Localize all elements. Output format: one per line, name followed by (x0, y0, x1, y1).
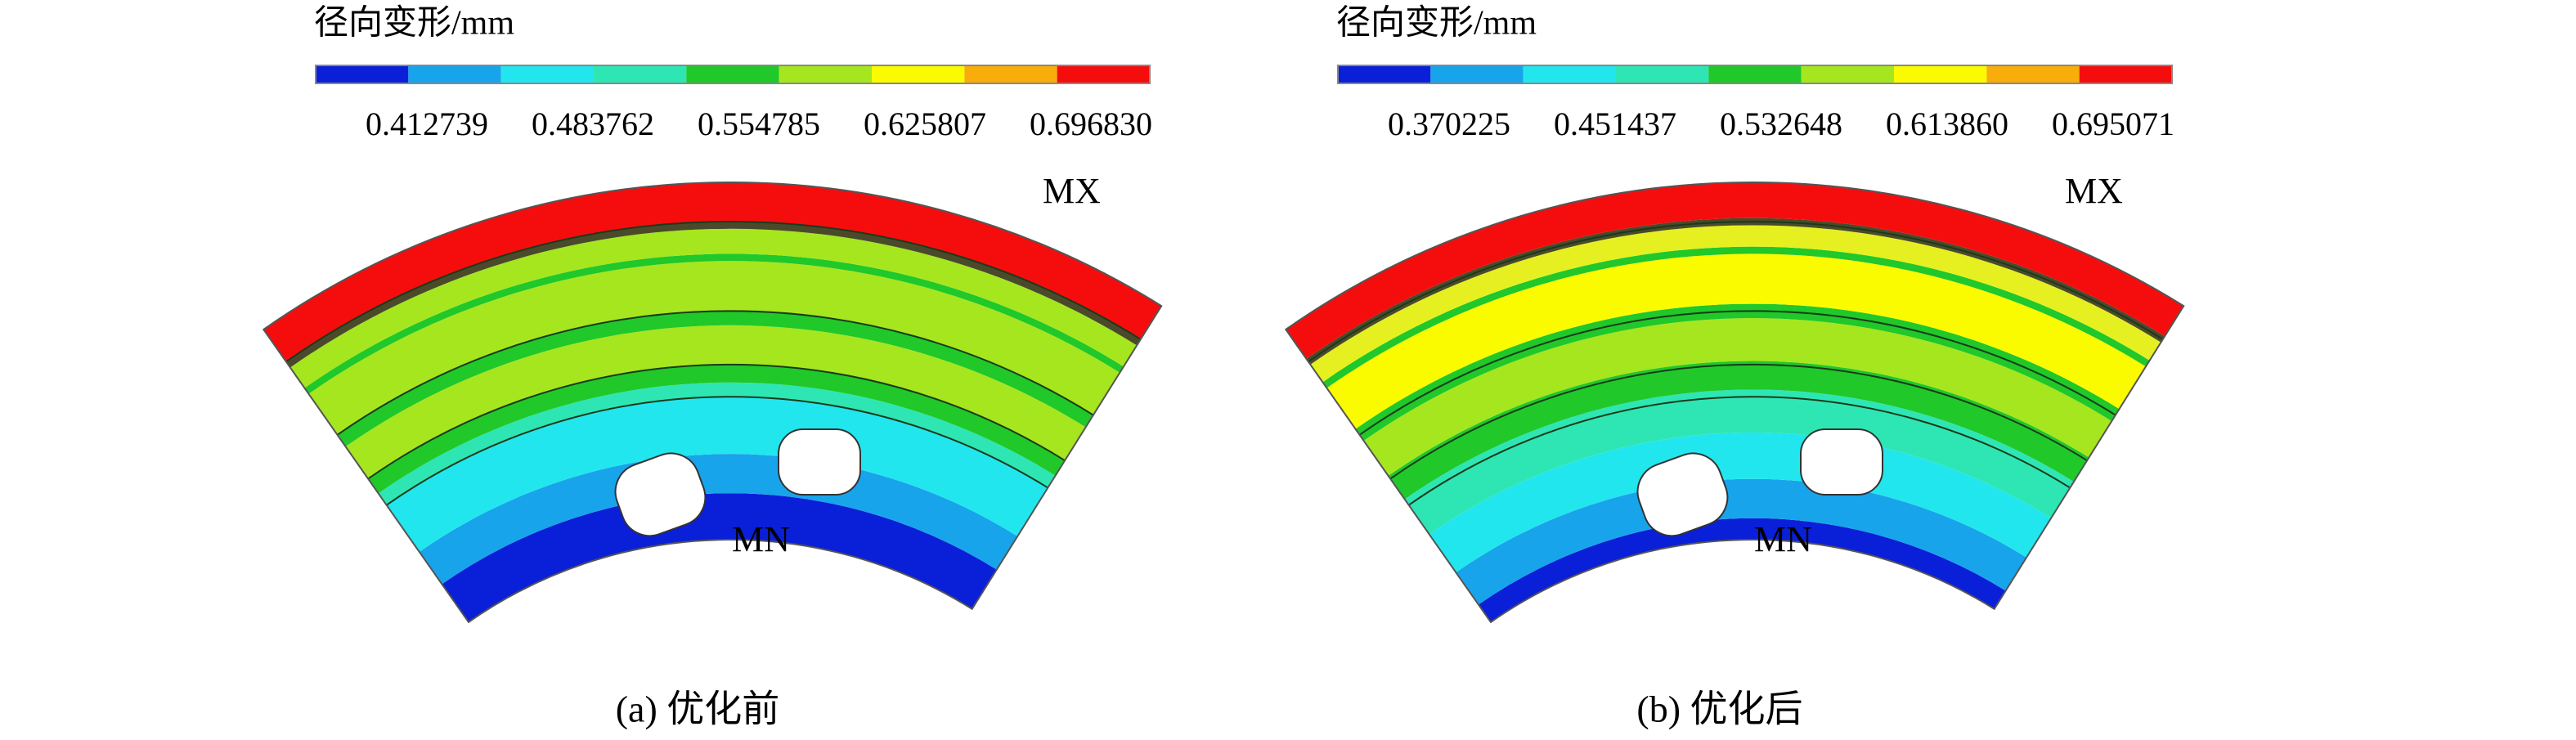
legend-title: 径向变形/mm (1336, 4, 1537, 43)
colorbar-frame (1337, 65, 2173, 84)
contour-line (1308, 221, 2164, 363)
contour-band (263, 182, 1162, 362)
caption: (a) 优化前 (616, 688, 780, 730)
legend-label: 0.625807 (864, 105, 986, 142)
colorbar-swatch (686, 65, 779, 83)
colorbar-swatch (1430, 65, 1524, 83)
contour-band (1429, 432, 2052, 573)
colorbar-swatch (779, 65, 872, 83)
panel: 径向变形/mm 0.370225 0.451437 0.532648 0.613860 0… (1284, 4, 2185, 730)
caption: (b) 优化后 (1636, 688, 1802, 730)
contour-band (386, 397, 1048, 553)
contour-band (304, 253, 1124, 394)
panel: 径向变形/mm 0.412739 0.483762 0.554785 0.625807 0… (262, 4, 1163, 730)
legend-label: 0.554785 (698, 105, 820, 142)
legend-label: 0.483762 (532, 105, 654, 142)
legend-label: 0.613860 (1886, 105, 2008, 142)
colorbar-swatch (964, 65, 1057, 83)
legend-title: 径向变形/mm (314, 4, 514, 43)
contour-line (386, 396, 1048, 506)
colorbar-swatch (594, 65, 687, 83)
contour-band (1306, 218, 2165, 365)
contour-band (1310, 225, 2161, 383)
hole (1800, 428, 1883, 496)
contour-band (419, 454, 1018, 585)
colorbar-swatch (408, 65, 501, 83)
colorbar-swatch (872, 65, 965, 83)
contour-band (1326, 253, 2146, 429)
colorbar-swatch (1801, 65, 1894, 83)
legend-label: 0.696830 (1030, 105, 1152, 142)
contour-band (378, 382, 1056, 505)
legend-label: 0.370225 (1388, 105, 1510, 142)
contour-line (1408, 396, 2071, 506)
hole (778, 428, 861, 496)
colorbar-swatch (1523, 65, 1616, 83)
min-label: MN (732, 519, 790, 559)
colorbar-swatch (1338, 65, 1431, 83)
contour-band (1388, 361, 2089, 500)
contour-band (1363, 318, 2112, 476)
contour-band (1322, 246, 2150, 388)
colorbar-swatch (1057, 65, 1150, 83)
min-label: MN (1754, 519, 1812, 559)
contour-band (285, 222, 1141, 368)
colorbar-swatch (1894, 65, 1987, 83)
colorbar-swatch (2079, 65, 2172, 83)
colorbar-swatch (1986, 65, 2080, 83)
legend-label: 0.532648 (1720, 105, 1842, 142)
colorbar-swatch (1616, 65, 1709, 83)
contour-line (285, 221, 1142, 363)
contour-line (367, 363, 1066, 480)
contour-band (308, 261, 1120, 435)
colorbar-swatch (500, 65, 594, 83)
contour-band (1456, 478, 2027, 605)
hole (614, 452, 707, 537)
contour-line (1358, 310, 2116, 436)
contour-band (1355, 303, 2120, 441)
contour-band (345, 325, 1086, 479)
contour-line (336, 310, 1094, 436)
contour-band (1286, 182, 2184, 359)
contour-band (1478, 518, 2006, 622)
legend-label: 0.451437 (1554, 105, 1676, 142)
contour-band (337, 311, 1093, 447)
legend-label: 0.412739 (366, 105, 488, 142)
max-label: MX (2065, 171, 2123, 211)
fan-outline (1284, 182, 2185, 624)
contour-band (1404, 389, 2074, 535)
max-label: MX (1043, 171, 1101, 211)
colorbar-swatch (316, 65, 409, 83)
contour-line (1389, 363, 2088, 480)
contour-band (289, 228, 1138, 388)
hole (1636, 452, 1729, 537)
colorbar-swatch (1708, 65, 1802, 83)
contour-band (368, 364, 1066, 494)
contour-band (442, 493, 997, 622)
colorbar-frame (315, 65, 1151, 84)
legend-label: 0.695071 (2052, 105, 2174, 142)
fan-outline (262, 182, 1163, 624)
